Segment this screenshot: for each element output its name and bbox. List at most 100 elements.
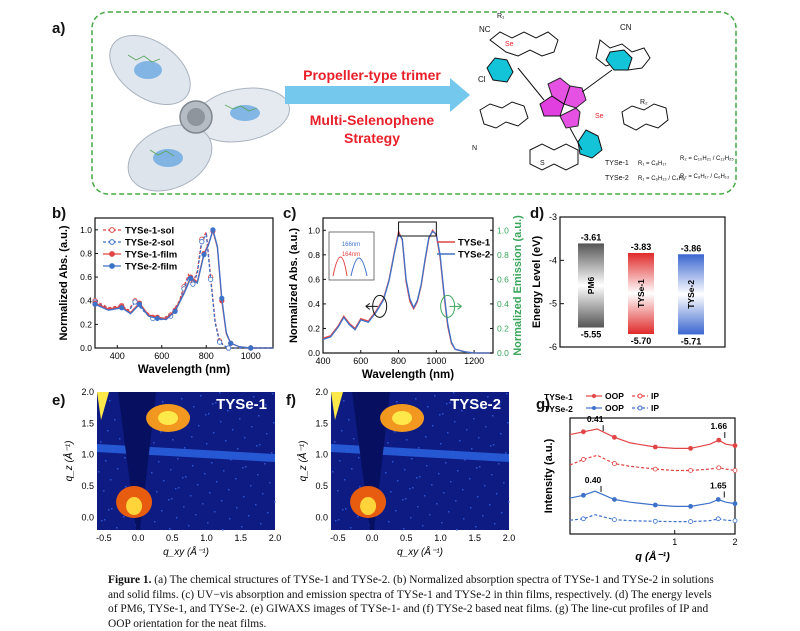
noise-speck [342, 509, 344, 511]
noise-speck [470, 507, 472, 509]
caption-text: (a) The chemical structures of TYSe-1 an… [108, 574, 714, 630]
legend-label: TYSe-1 [458, 238, 491, 249]
legend-ip: IP [651, 403, 659, 413]
noise-speck [353, 438, 355, 440]
noise-speck [493, 444, 495, 446]
noise-speck [405, 498, 407, 500]
noise-speck [506, 393, 508, 395]
peak-annotation: 0.40 [585, 475, 602, 485]
noise-speck [154, 521, 156, 523]
abs-arrow [365, 302, 378, 310]
label-se-2: Se [505, 41, 514, 48]
x-tick-label: 2 [732, 537, 737, 547]
y-tick-label: -6 [549, 342, 557, 352]
noise-speck [424, 495, 426, 497]
noise-speck [436, 503, 438, 505]
noise-speck [392, 461, 394, 463]
noise-speck [439, 414, 441, 416]
noise-speck [485, 426, 487, 428]
noise-speck [343, 400, 345, 402]
inset-label-1: 166nm [342, 242, 360, 248]
tyse1-r2: R₂ = C₁₀H₂₁ / C₁₂H₂₅ [680, 156, 734, 162]
noise-speck [116, 527, 118, 529]
data-point [688, 503, 693, 509]
data-point [612, 434, 617, 440]
noise-speck [503, 482, 505, 484]
noise-speck [434, 395, 436, 397]
noise-speck [359, 486, 361, 488]
noise-speck [427, 406, 429, 408]
noise-speck [223, 470, 225, 472]
x-tick-label: 600 [154, 351, 169, 361]
strategy-line-1: Multi-Selenophene [310, 112, 435, 128]
legend-marker [637, 405, 643, 411]
chart-panel-d: -3 -4 -5 -6 Energy Level (eV) -3.61 -5.55 PM6 -3… [531, 212, 726, 352]
noise-speck [332, 471, 334, 473]
noise-speck [350, 527, 352, 529]
noise-speck [496, 493, 498, 495]
noise-speck [172, 439, 174, 441]
x-tick-label: 1200 [464, 356, 484, 366]
y-tick-label: 1.0 [80, 225, 92, 235]
noise-speck [449, 402, 451, 404]
noise-speck [271, 452, 273, 454]
noise-speck [181, 398, 183, 400]
lumo-label: -3.83 [631, 242, 652, 252]
noise-speck [110, 479, 112, 481]
noise-speck [468, 399, 470, 401]
noise-speck [230, 459, 232, 461]
noise-speck [443, 492, 445, 494]
homo-label: -5.55 [581, 330, 602, 340]
noise-speck [195, 514, 197, 516]
noise-speck [395, 510, 397, 512]
noise-speck [341, 430, 343, 432]
y-tick-label: -4 [549, 255, 557, 265]
data-point [581, 429, 586, 435]
noise-speck [426, 465, 428, 467]
panel-b-label: b) [52, 205, 67, 222]
noise-speck [417, 506, 419, 508]
noise-speck [410, 517, 412, 519]
noise-speck [259, 444, 261, 446]
noise-speck [442, 413, 444, 415]
noise-speck [490, 445, 492, 447]
x-tick-label: 400 [315, 356, 330, 366]
data-point [732, 518, 738, 524]
noise-speck [202, 503, 204, 505]
noise-speck [153, 442, 155, 444]
lumo-label: -3.86 [681, 243, 702, 253]
x-tick-label: 1.0 [200, 533, 213, 543]
legend-tyse2: TYSe-2 [605, 175, 629, 182]
data-point [208, 276, 214, 283]
noise-speck [461, 410, 463, 412]
noise-speck [412, 487, 414, 489]
noise-speck [168, 499, 170, 501]
beam-shadow [118, 392, 157, 530]
noise-speck [450, 481, 452, 483]
data-point [715, 516, 721, 522]
noise-speck [98, 471, 100, 473]
data-point [652, 444, 658, 450]
data-point [716, 465, 722, 471]
noise-speck [246, 407, 248, 409]
noise-speck [351, 468, 353, 470]
y-tick-label: 1.5 [315, 418, 328, 428]
data-point [248, 345, 254, 351]
legend-label: TYSe-2-film [125, 262, 177, 273]
noise-speck [482, 515, 484, 517]
noise-speck [125, 486, 127, 488]
plot-frame [94, 217, 274, 349]
y-tick-label: 0.8 [308, 250, 320, 260]
data-point [612, 497, 617, 502]
data-point [581, 492, 586, 498]
noise-speck [385, 472, 387, 474]
data-point [210, 227, 216, 233]
noise-speck [499, 404, 501, 406]
noise-speck [114, 419, 116, 421]
noise-speck [397, 480, 399, 482]
energy-bar-TYSe-1 [628, 252, 654, 334]
noise-speck [211, 462, 213, 464]
data-point [612, 461, 617, 466]
bar-name: TYSe-1 [636, 279, 646, 308]
noise-speck [441, 522, 443, 524]
